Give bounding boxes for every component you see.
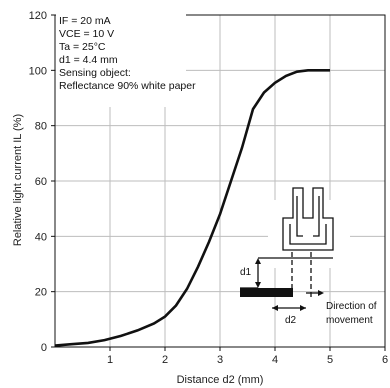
- x-axis-label: Distance d2 (mm): [177, 374, 264, 386]
- x-tick-label: 6: [382, 354, 388, 366]
- y-tick-label: 20: [35, 287, 47, 299]
- d2-label: d2: [285, 315, 297, 326]
- x-tick-label: 2: [162, 354, 168, 366]
- condition-if: IF = 20 mA: [59, 15, 111, 27]
- sensing-object-bar: [240, 288, 293, 297]
- direction-label-line2: movement: [326, 315, 373, 326]
- direction-label-line1: Direction of: [326, 301, 377, 312]
- y-tick-label: 100: [29, 65, 47, 77]
- condition-reflectance: Reflectance 90% white paper: [59, 80, 196, 92]
- condition-sensing-object: Sensing object:: [59, 67, 131, 79]
- y-tick-label: 0: [41, 342, 47, 354]
- conditions-backdrop: [56, 11, 186, 107]
- x-tick-label: 5: [327, 354, 333, 366]
- y-axis-label: Relative light current IL (%): [12, 114, 24, 246]
- x-tick-label: 1: [107, 354, 113, 366]
- d1-label: d1: [240, 267, 252, 278]
- condition-vce: VCE = 10 V: [59, 28, 114, 40]
- series-line: [54, 69, 330, 347]
- x-tick-label: 4: [272, 354, 278, 366]
- condition-d1: d1 = 4.4 mm: [59, 54, 118, 66]
- x-tick-label: 3: [217, 354, 223, 366]
- y-tick-label: 60: [35, 176, 47, 188]
- y-tick-label: 120: [29, 10, 47, 22]
- y-tick-label: 40: [35, 231, 47, 243]
- condition-ta: Ta = 25°C: [59, 41, 106, 53]
- y-tick-label: 80: [35, 121, 47, 133]
